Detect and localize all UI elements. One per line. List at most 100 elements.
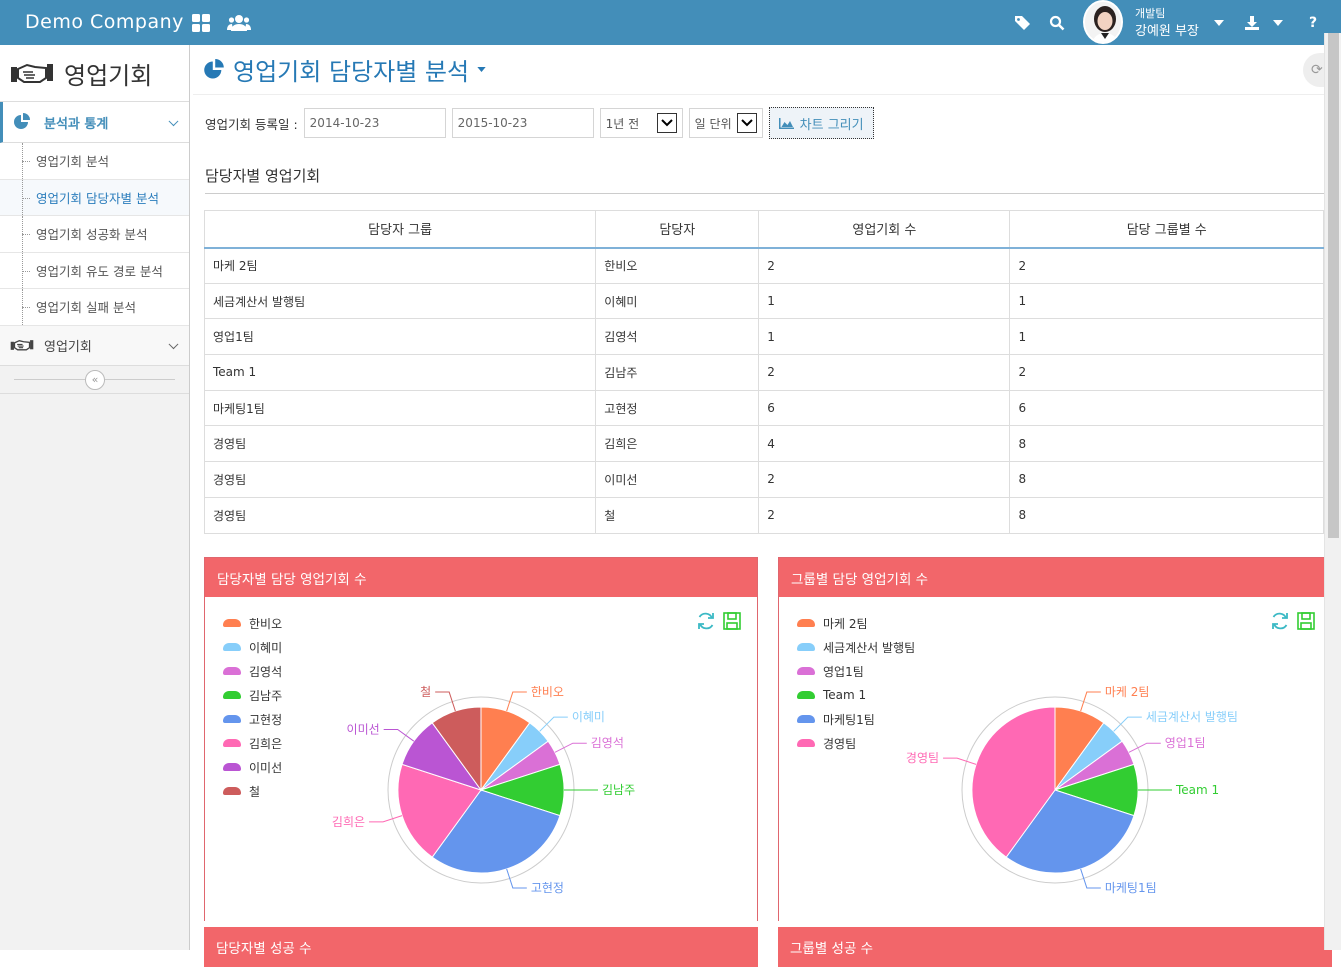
pie-slice-label: 마케팅1팀: [1105, 881, 1157, 895]
vertical-scrollbar[interactable]: [1324, 33, 1341, 950]
sidebar-section-analysis[interactable]: 분석과 통계: [0, 102, 189, 143]
table-cell: 철: [595, 496, 760, 534]
legend-item[interactable]: 마케 2팀: [797, 611, 915, 635]
table-row[interactable]: 영업1팀 김영석 1 1: [203, 318, 1324, 356]
legend-item[interactable]: 세금계산서 발행팀: [797, 635, 915, 659]
legend-item[interactable]: 영업1팀: [797, 659, 915, 683]
legend-label: 이혜미: [249, 640, 283, 655]
sidebar-item-label: 영업기회 담당자별 분석: [36, 190, 159, 206]
legend-swatch: [797, 667, 815, 675]
legend-item[interactable]: 김남주: [223, 683, 282, 707]
avatar[interactable]: [1083, 0, 1123, 44]
legend-swatch: [223, 619, 241, 627]
table-cell: 1: [1009, 282, 1324, 320]
table-cell: 이혜미: [595, 282, 760, 320]
table-row[interactable]: 경영팀 철 2 8: [203, 496, 1324, 534]
sidebar-item-label: 영업기회 실패 분석: [36, 300, 136, 316]
legend-item[interactable]: 김영석: [223, 659, 282, 683]
table-cell: 경영팀: [203, 461, 597, 498]
table-cell: 1: [758, 318, 1011, 356]
main-content: 영업기회 담당자별 분석 ⟳ 영업기회 등록일 : 2014-10-23 201…: [193, 45, 1341, 967]
sidebar-item-label: 영업기회 분석: [36, 154, 109, 170]
legend-item[interactable]: 경영팀: [797, 731, 915, 755]
pie-slice[interactable]: [1005, 789, 1135, 874]
pie-slice-label: 김영석: [591, 736, 624, 750]
pie-slice[interactable]: [397, 763, 482, 858]
range-select[interactable]: 1년 전: [599, 108, 683, 138]
save-image-icon[interactable]: [722, 611, 742, 631]
pie-slice[interactable]: [431, 789, 561, 874]
chevron-down-icon: [168, 339, 179, 350]
scrollbar-thumb[interactable]: [1328, 33, 1339, 538]
legend-item[interactable]: 김희은: [223, 731, 282, 755]
legend-item[interactable]: Team 1: [797, 683, 915, 707]
unit-select[interactable]: 일 단위: [688, 108, 763, 138]
brand-name[interactable]: Demo Company: [25, 11, 184, 33]
tags-icon[interactable]: [1012, 0, 1034, 45]
unit-select-value: 일 단위: [694, 116, 732, 131]
chevron-down-icon: [656, 113, 677, 133]
panel-title: 담당자별 담당 영업기회 수: [205, 558, 757, 597]
pie-label-line: [539, 716, 568, 732]
legend-label: 김영석: [249, 664, 283, 679]
pie-label-line: [369, 815, 403, 823]
users-icon[interactable]: [226, 0, 252, 45]
legend-item[interactable]: 고현정: [223, 707, 282, 731]
sidebar-item-analysis[interactable]: 영업기회 분석: [0, 143, 189, 180]
table-row[interactable]: 경영팀 김희은 4 8: [203, 425, 1324, 463]
sidebar-section-label: 영업기회: [44, 339, 92, 355]
sidebar-item-failure-analysis[interactable]: 영업기회 실패 분석: [0, 289, 189, 326]
caret-down-icon[interactable]: [1271, 0, 1285, 45]
start-date-input[interactable]: 2014-10-23: [303, 108, 446, 138]
table-cell: 2: [758, 247, 1011, 284]
table-cell: 8: [1009, 461, 1324, 498]
user-name[interactable]: 강예원 부장: [1135, 24, 1199, 39]
refresh-icon[interactable]: [696, 611, 716, 631]
legend-swatch: [223, 643, 241, 651]
page-header: 영업기회 담당자별 분석: [193, 45, 1324, 95]
table-row[interactable]: 세금계산서 발행팀 이혜미 1 1: [203, 282, 1324, 320]
refresh-icon[interactable]: [1270, 611, 1290, 631]
table-row[interactable]: 경영팀 이미선 2 8: [203, 461, 1324, 498]
table-row[interactable]: 마케 2팀 한비오 2 2: [203, 247, 1324, 284]
search-icon[interactable]: [1046, 0, 1068, 45]
legend-label: 철: [249, 784, 261, 799]
download-icon[interactable]: [1242, 0, 1262, 45]
apps-grid-icon[interactable]: [189, 0, 213, 45]
caret-down-icon[interactable]: [477, 67, 486, 72]
pie-slice[interactable]: [971, 706, 1056, 858]
sidebar-item-owner-analysis[interactable]: 영업기회 담당자별 분석: [0, 179, 189, 216]
legend-item[interactable]: 이미선: [223, 755, 282, 779]
collapse-double-chevron-icon[interactable]: «: [85, 369, 105, 390]
legend-item[interactable]: 마케팅1팀: [797, 707, 915, 731]
legend-swatch: [223, 715, 241, 723]
legend-item[interactable]: 철: [223, 779, 282, 803]
sidebar-section-opportunity[interactable]: 영업기회: [0, 325, 189, 366]
legend-item[interactable]: 한비오: [223, 611, 282, 635]
page-title[interactable]: 영업기회 담당자별 분석: [233, 58, 470, 86]
table-cell: 경영팀: [203, 425, 597, 463]
pie-slice[interactable]: [431, 706, 482, 792]
column-header[interactable]: 영업기회 수: [758, 210, 1011, 249]
draw-chart-button[interactable]: 차트 그리기: [768, 107, 874, 139]
pie-slice-label: 고현정: [531, 881, 564, 895]
table-row[interactable]: Team 1 김남주 2 2: [203, 354, 1324, 391]
column-header[interactable]: 담당자 그룹: [203, 210, 597, 249]
legend-swatch: [223, 691, 241, 699]
pie-slice-label: 한비오: [531, 685, 564, 699]
table-row[interactable]: 마케팅1팀 고현정 6 6: [203, 389, 1324, 427]
sidebar-item-channel-analysis[interactable]: 영업기회 유도 경로 분석: [0, 252, 189, 289]
help-icon[interactable]: ?: [1308, 14, 1318, 31]
pie-slice-label: 영업1팀: [1165, 736, 1206, 750]
save-image-icon[interactable]: [1296, 611, 1316, 631]
column-header[interactable]: 담당 그룹별 수: [1009, 210, 1324, 249]
table-cell: 1: [1009, 318, 1324, 356]
legend-label: 고현정: [249, 712, 283, 727]
table-cell: 마케 2팀: [203, 247, 597, 284]
end-date-input[interactable]: 2015-10-23: [451, 108, 594, 138]
sidebar-item-success-analysis[interactable]: 영업기회 성공화 분석: [0, 216, 189, 253]
pie-label-line: [435, 691, 456, 712]
caret-down-icon[interactable]: [1212, 0, 1226, 45]
legend-item[interactable]: 이혜미: [223, 635, 282, 659]
column-header[interactable]: 담당자: [595, 210, 760, 249]
